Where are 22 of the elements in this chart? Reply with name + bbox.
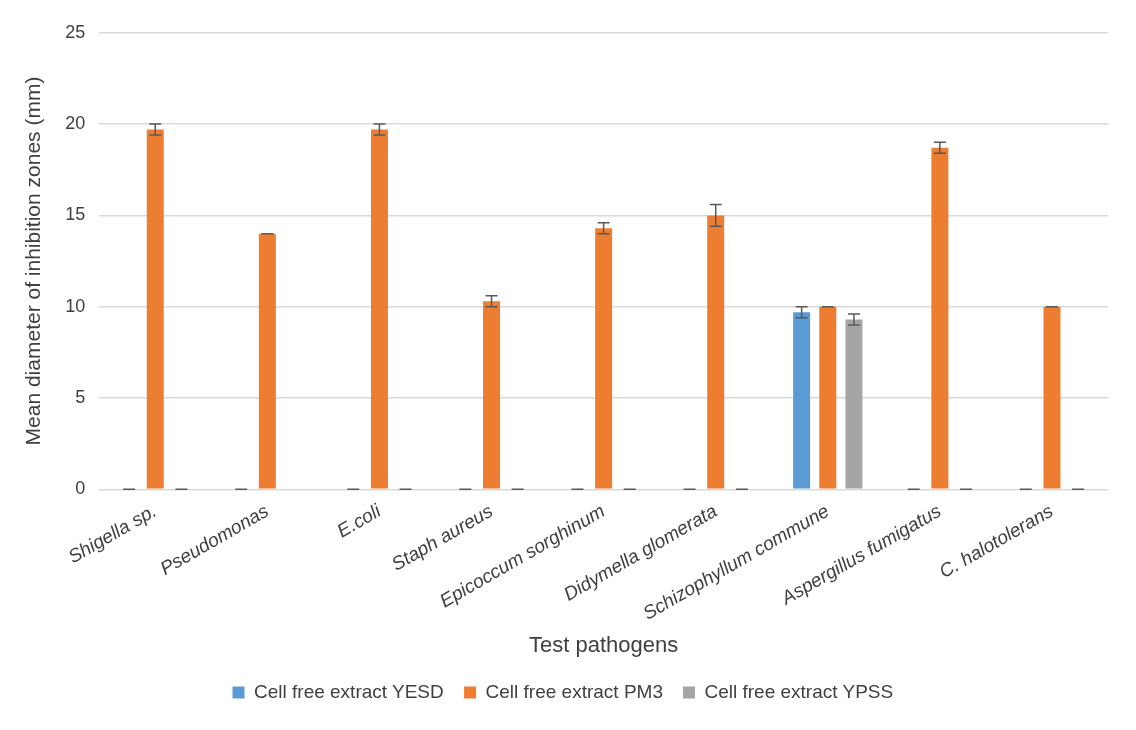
bar	[707, 215, 725, 489]
legend-label: Cell free extract YPSS	[704, 680, 894, 702]
legend-label: Cell free extract YESD	[254, 680, 444, 702]
bar	[146, 129, 164, 489]
y-tick-label: 0	[75, 478, 86, 499]
legend-label: Cell free extract PM3	[485, 680, 663, 702]
bar	[258, 233, 276, 489]
y-tick-label: 20	[65, 113, 86, 134]
bar	[819, 306, 837, 489]
bar	[845, 319, 863, 489]
y-axis-title: Mean diameter of inhibition zones (mm)	[21, 76, 45, 446]
bar	[931, 147, 949, 489]
bar	[483, 301, 501, 489]
y-tick-label: 10	[65, 295, 86, 316]
bar	[793, 312, 811, 489]
y-tick-label: 25	[65, 21, 86, 42]
y-tick-label: 5	[75, 386, 86, 407]
x-axis-title: Test pathogens	[528, 631, 679, 657]
bar	[370, 129, 388, 489]
bar	[1043, 306, 1061, 489]
y-tick-label: 15	[65, 204, 86, 225]
bar	[595, 228, 613, 489]
